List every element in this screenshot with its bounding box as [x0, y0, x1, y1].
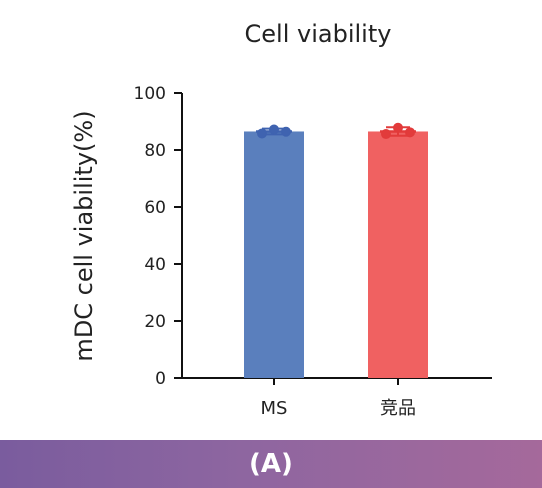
data-point	[393, 122, 403, 133]
y-tick-label: 100	[134, 84, 166, 104]
bar-2	[368, 131, 428, 378]
chart-area: Cell viability mDC cell viability(%) 0 20…	[70, 20, 492, 419]
y-tick-label: 60	[144, 198, 166, 218]
y-axis-label: mDC cell viability(%)	[70, 110, 98, 361]
data-point	[269, 124, 279, 135]
bar-1	[244, 131, 304, 378]
data-point	[381, 129, 391, 140]
chart-title: Cell viability	[245, 20, 392, 48]
data-point	[257, 128, 267, 139]
x-tick-label: MS	[261, 398, 288, 419]
panel-label: (A)	[249, 449, 293, 479]
y-tick-label: 20	[144, 312, 166, 332]
y-tick-label: 80	[144, 141, 166, 161]
figure-panel-band: (A)	[0, 440, 542, 488]
y-tick-label: 40	[144, 255, 166, 275]
data-point	[281, 126, 291, 137]
data-point	[405, 127, 415, 138]
x-tick-label: 竞品	[380, 398, 416, 419]
bar-chart: Cell viability mDC cell viability(%) 0 20…	[70, 20, 492, 419]
y-tick-label: 0	[155, 369, 166, 389]
